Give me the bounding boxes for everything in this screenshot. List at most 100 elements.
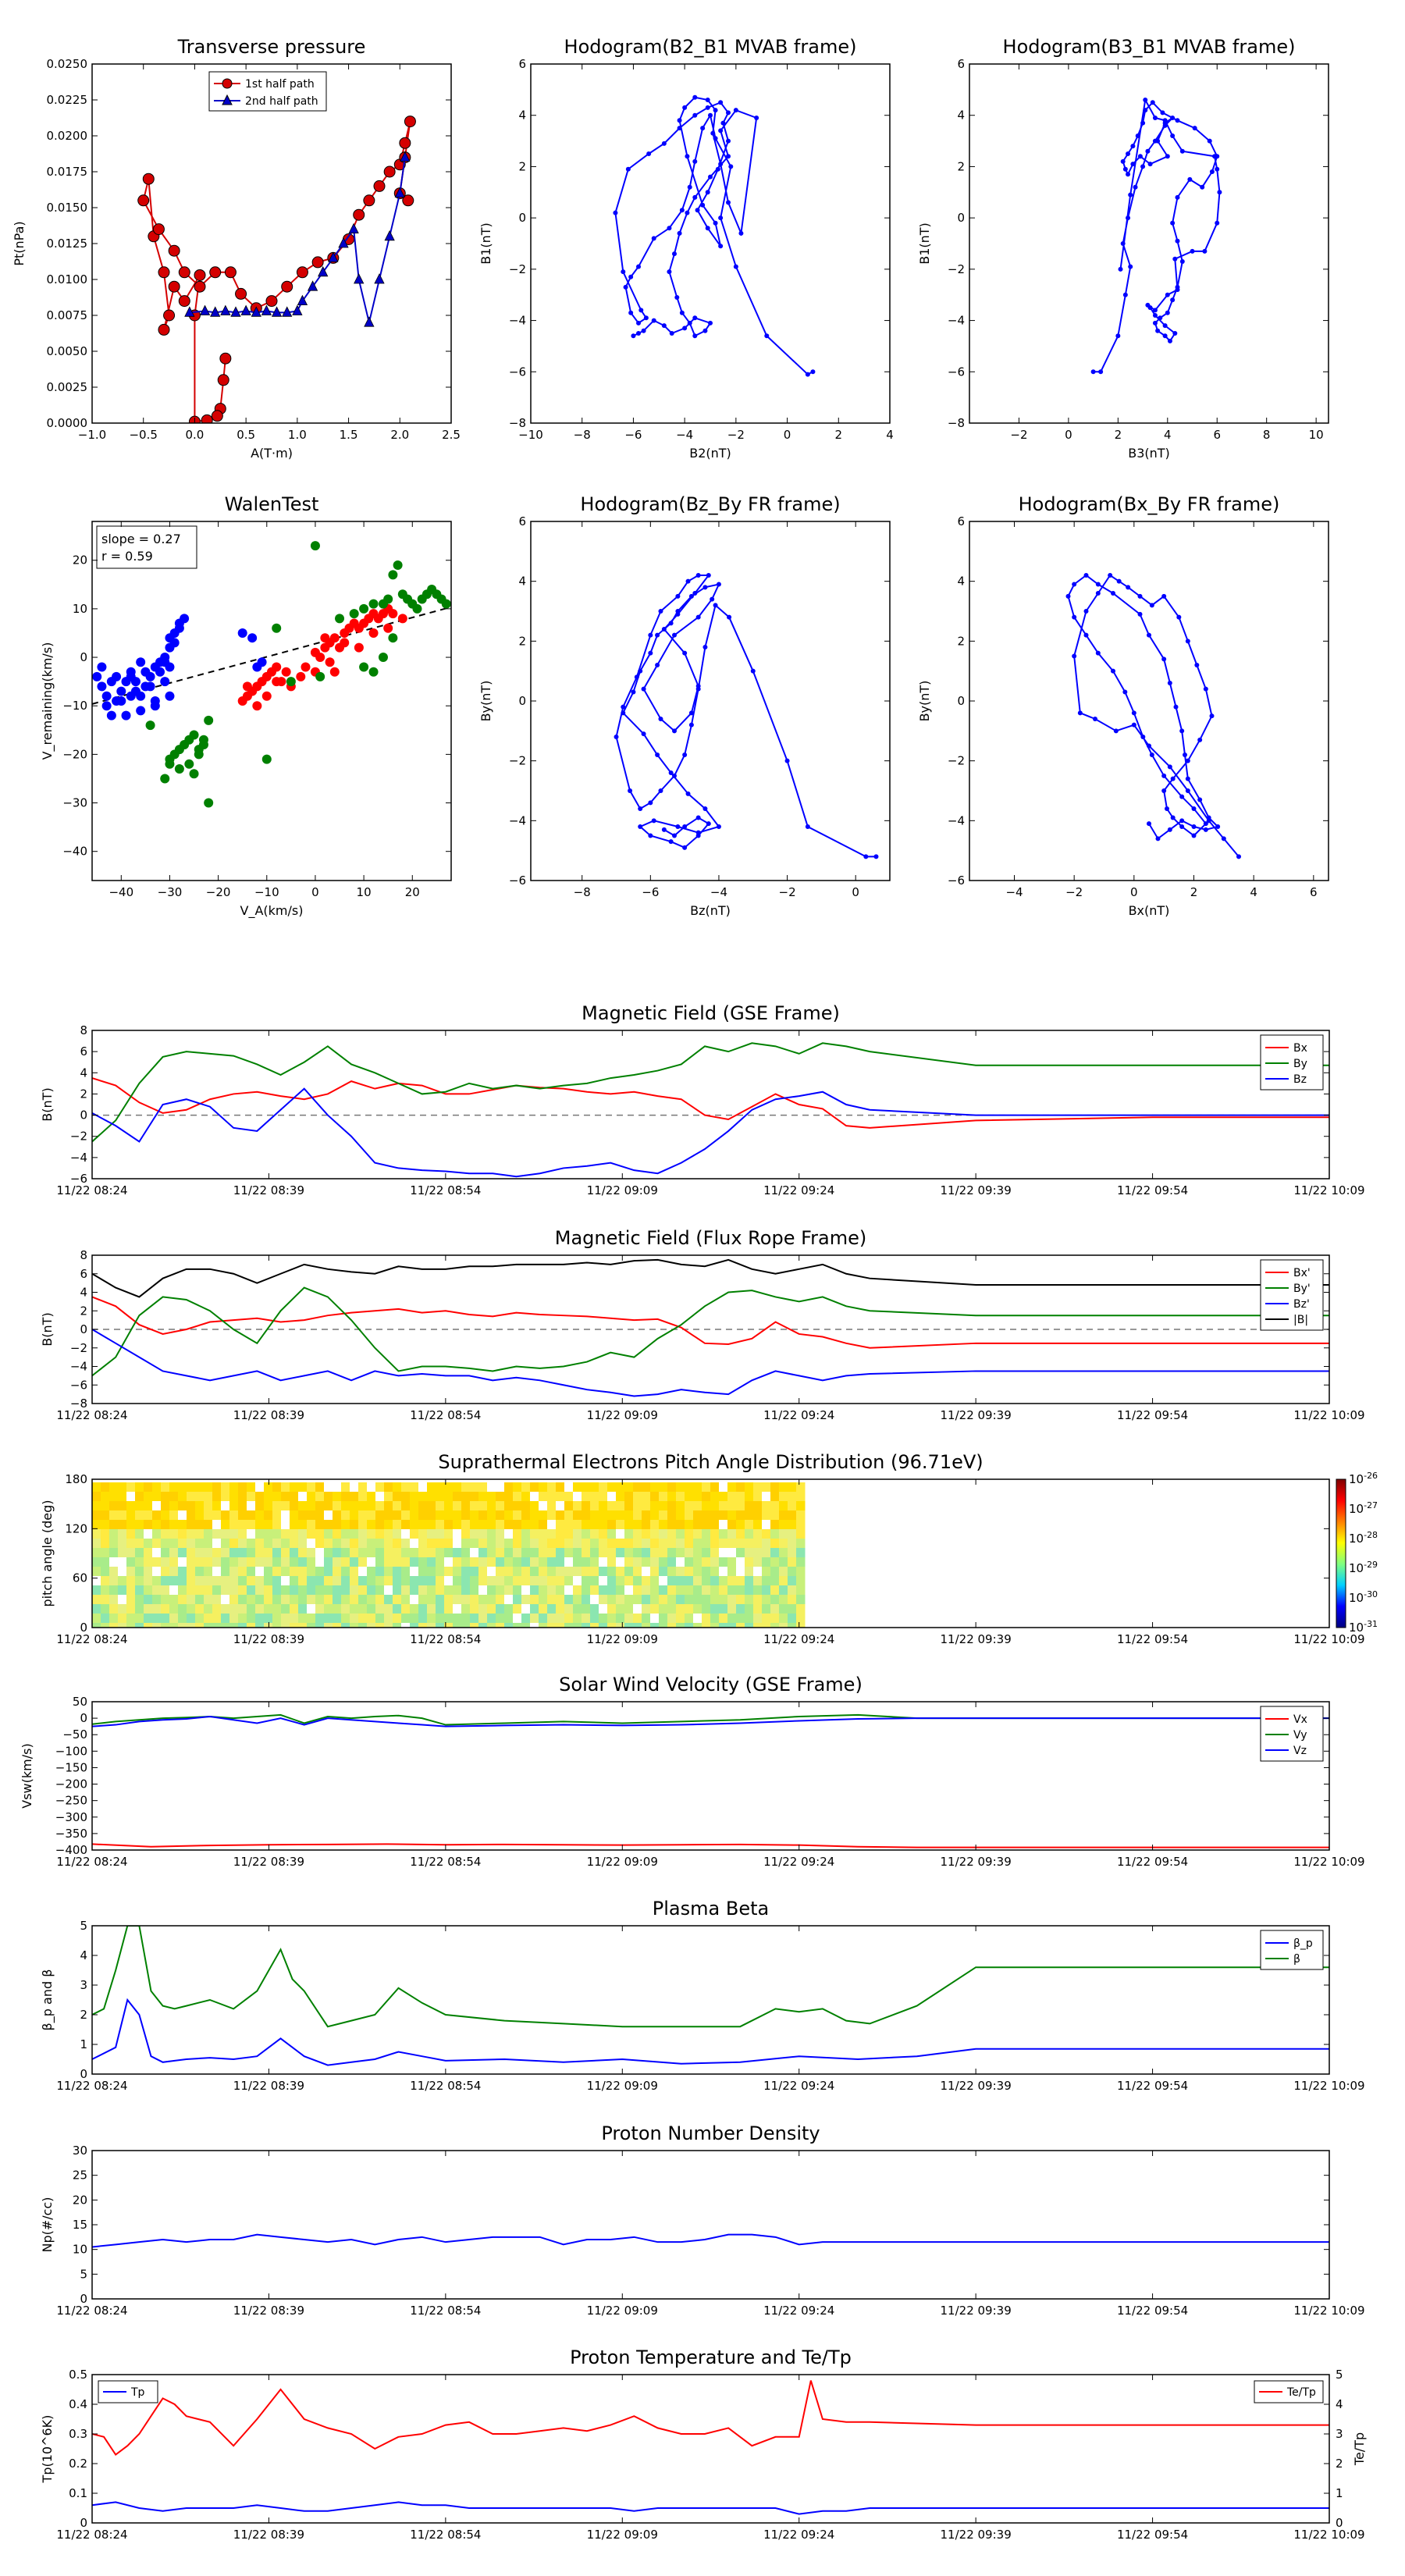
heatmap-cell [221, 1501, 230, 1511]
data-point [692, 333, 698, 339]
y-tick-label: −20 [62, 747, 87, 761]
heatmap-cell [161, 1539, 170, 1549]
heatmap-cell [221, 1604, 230, 1614]
x-tick-label: 11/22 09:39 [941, 1632, 1012, 1646]
heatmap-cell [195, 1576, 205, 1586]
y-tick-label: −50 [62, 1727, 87, 1742]
chart-title: Magnetic Field (Flux Rope Frame) [555, 1227, 866, 1249]
heatmap-cell [788, 1567, 797, 1577]
heatmap-cell [779, 1548, 788, 1558]
data-point [168, 244, 180, 257]
heatmap-cell [659, 1614, 668, 1624]
heatmap-cell [307, 1510, 316, 1521]
heatmap-cell [736, 1482, 745, 1493]
heatmap-cell [521, 1576, 531, 1586]
data-point [145, 681, 155, 692]
heatmap-cell [573, 1623, 582, 1628]
heatmap-cell [702, 1585, 711, 1596]
data-point [1179, 794, 1185, 799]
x-tick-label: 11/22 08:39 [233, 1632, 304, 1646]
heatmap-cell [298, 1510, 308, 1521]
heatmap-cell [436, 1482, 445, 1493]
heatmap-cell [118, 1585, 127, 1596]
data-point [688, 593, 694, 599]
data-point [328, 251, 339, 262]
heatmap-cell [341, 1548, 350, 1558]
heatmap-cell [573, 1604, 582, 1614]
x-tick-label: 11/22 09:54 [1117, 2528, 1188, 2542]
heatmap-cell [676, 1510, 685, 1521]
data-point [638, 824, 643, 829]
heatmap-cell [513, 1623, 522, 1628]
heatmap-cell [710, 1539, 720, 1549]
data-point [121, 710, 131, 720]
data-point [101, 701, 112, 711]
heatmap-cell [650, 1623, 660, 1628]
heatmap-cell [367, 1539, 376, 1549]
heatmap-cell [624, 1510, 634, 1521]
heatmap-cell [255, 1539, 265, 1549]
heatmap-cell [582, 1557, 591, 1567]
plot-area [613, 94, 816, 377]
heatmap-cell [753, 1604, 763, 1614]
heatmap-cell [324, 1623, 333, 1628]
data-point [726, 154, 731, 159]
x-tick-label: 11/22 08:54 [410, 2304, 481, 2318]
x-tick-label: 11/22 10:09 [1293, 1632, 1364, 1646]
data-point [383, 623, 393, 633]
data-point [383, 594, 393, 604]
heatmap-cell [126, 1501, 136, 1511]
data-point [1152, 313, 1158, 318]
y-tick-label: 0 [80, 1711, 87, 1725]
heatmap-cell [358, 1548, 368, 1558]
data-point [638, 806, 643, 811]
heatmap-cell [667, 1614, 677, 1624]
heatmap-cell [427, 1492, 436, 1502]
heatmap-cell [633, 1557, 642, 1567]
heatmap-cell [521, 1482, 531, 1493]
heatmap-cell [126, 1557, 136, 1567]
heatmap-cell [453, 1623, 462, 1628]
heatmap-cell [427, 1548, 436, 1558]
heatmap-cell [264, 1576, 273, 1586]
x-tick-label: 11/22 08:24 [56, 1855, 127, 1869]
heatmap-cell [401, 1614, 411, 1624]
heatmap-cell [788, 1595, 797, 1605]
data-point [1203, 821, 1208, 827]
heatmap-cell [667, 1604, 677, 1614]
plot-frame [91, 2374, 1330, 2524]
x-axis-label: B3(nT) [1128, 446, 1170, 461]
heatmap-cell [616, 1557, 625, 1567]
data-point [695, 614, 701, 620]
heatmap-cell [770, 1567, 780, 1577]
heatmap-cell [770, 1539, 780, 1549]
chart-tp: Proton Temperature and Te/Tp00.10.20.30.… [40, 2347, 1367, 2542]
heatmap-cell [745, 1492, 754, 1502]
heatmap-cell [436, 1614, 445, 1624]
y-tick-label: −150 [55, 1760, 87, 1774]
heatmap-cell [161, 1614, 170, 1624]
heatmap-cell [556, 1529, 565, 1539]
heatmap-cell [796, 1520, 806, 1530]
heatmap-cell [607, 1548, 617, 1558]
x-tick-label: 11/22 08:24 [56, 1408, 127, 1422]
heatmap-cell [444, 1595, 454, 1605]
x-tick-label: 11/22 09:54 [1117, 2079, 1188, 2093]
data-point [1152, 116, 1158, 120]
heatmap-cell [161, 1529, 170, 1539]
heatmap-cell [607, 1557, 617, 1567]
x-tick-label: 11/22 08:24 [56, 2079, 127, 2093]
heatmap-cell [126, 1595, 136, 1605]
x-tick-label: −2 [779, 885, 796, 899]
y-tick-label: 4 [518, 575, 526, 589]
heatmap-cell [427, 1510, 436, 1521]
heatmap-cell [727, 1576, 737, 1586]
heatmap-cell [169, 1623, 179, 1628]
heatmap-cell [487, 1576, 496, 1586]
data-point [1167, 338, 1172, 343]
data-point [1215, 824, 1221, 829]
heatmap-cell [496, 1539, 505, 1549]
x-tick-label: 11/22 08:54 [410, 1183, 481, 1197]
heatmap-cell [693, 1604, 702, 1614]
heatmap-cell [195, 1520, 205, 1530]
